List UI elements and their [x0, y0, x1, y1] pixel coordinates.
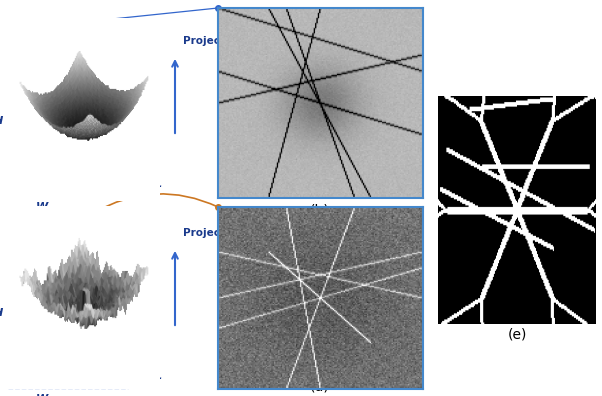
Text: L: L [155, 371, 162, 381]
Text: Projection Direction: Projection Direction [183, 228, 301, 238]
Text: (a): (a) [63, 210, 82, 224]
Text: W: W [36, 202, 48, 212]
Text: W: W [36, 394, 48, 396]
Text: H: H [0, 116, 3, 126]
Text: Projection Direction: Projection Direction [183, 36, 301, 46]
Text: L: L [155, 179, 162, 189]
Text: (b): (b) [310, 203, 330, 217]
Text: H: H [0, 308, 3, 318]
Polygon shape [8, 21, 153, 46]
Text: (d): (d) [310, 379, 330, 393]
Polygon shape [8, 213, 153, 238]
Text: (e): (e) [507, 328, 527, 342]
